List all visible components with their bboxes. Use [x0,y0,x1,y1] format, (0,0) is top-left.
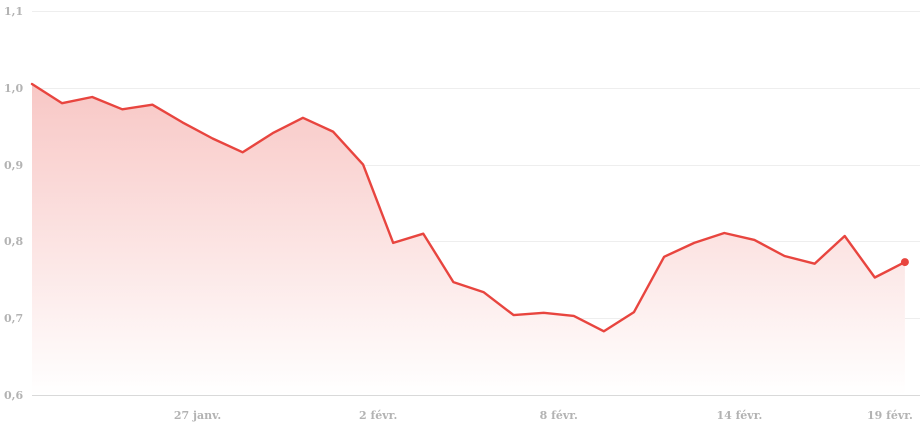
x-tick-label: 2 févr. [359,409,397,422]
x-tick-label: 8 févr. [540,409,578,422]
series-line-group [30,82,907,333]
x-axis-ticks: 27 janv. 2 févr. 8 févr. 14 févr. 19 févr. [174,409,913,422]
area-fill-group [32,84,905,395]
series-area [32,84,905,395]
y-axis-ticks: 0,6 0,7 0,8 0,9 1,0 1,1 [4,5,23,402]
x-tick-label: 19 févr. [867,409,913,422]
y-tick-label: 0,6 [4,389,23,402]
last-point-marker[interactable] [900,258,909,267]
y-tick-label: 0,9 [4,159,23,172]
y-tick-label: 1,0 [4,82,23,95]
y-tick-label: 1,1 [4,5,23,18]
x-tick-label: 27 janv. [174,409,221,422]
y-tick-label: 0,8 [4,235,23,248]
marker-group [900,258,909,267]
y-tick-label: 0,7 [4,312,23,325]
x-tick-label: 14 févr. [716,409,762,422]
series-line [30,82,907,333]
